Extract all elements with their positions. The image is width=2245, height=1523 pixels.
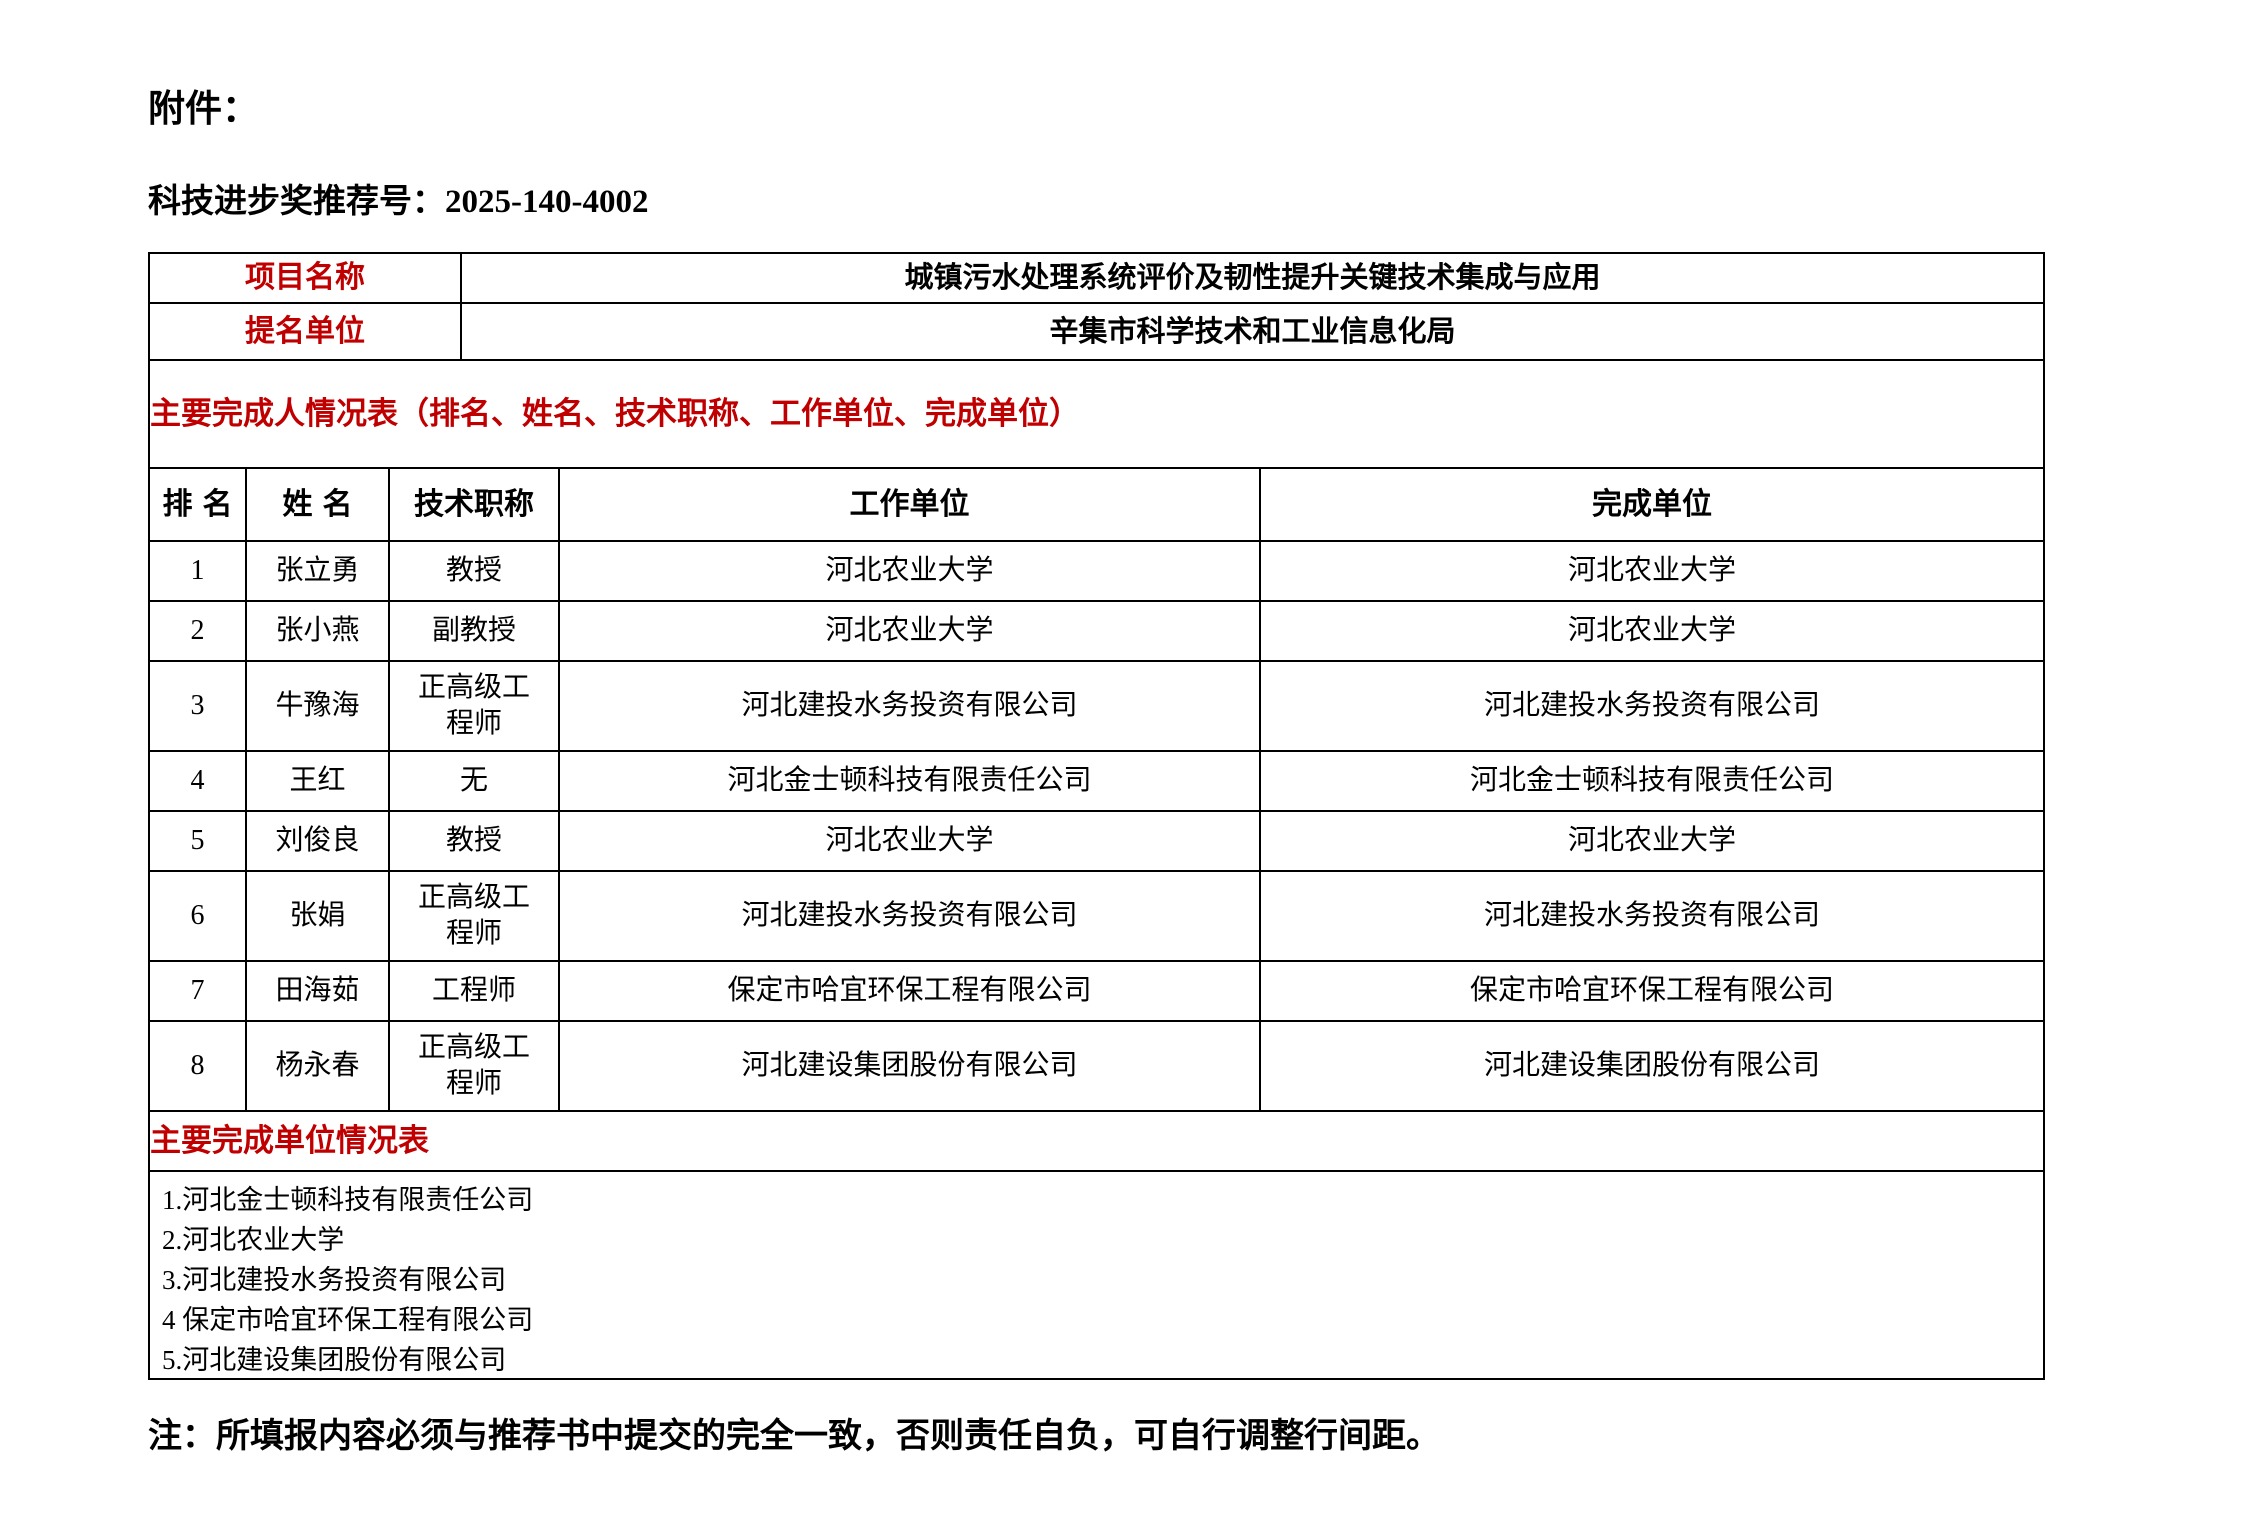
cell-name: 张小燕 (247, 602, 390, 660)
table-row: 3 牛豫海 正高级工程师 河北建投水务投资有限公司 河北建投水务投资有限公司 (150, 662, 2043, 752)
cell-rank: 8 (150, 1022, 247, 1110)
project-name-label: 项目名称 (150, 254, 462, 302)
cell-work-unit: 河北建投水务投资有限公司 (560, 872, 1261, 960)
cell-name: 刘俊良 (247, 812, 390, 870)
table-row: 6 张娟 正高级工程师 河北建投水务投资有限公司 河北建投水务投资有限公司 (150, 872, 2043, 962)
cell-work-unit: 保定市哈宜环保工程有限公司 (560, 962, 1261, 1020)
unit-item: 2.河北农业大学 (162, 1225, 345, 1255)
unit-item: 4 保定市哈宜环保工程有限公司 (162, 1305, 534, 1335)
header-name: 姓名 (247, 469, 390, 540)
cell-completion-unit: 保定市哈宜环保工程有限公司 (1469, 975, 1834, 1006)
attachment-heading: 附件： (148, 89, 259, 130)
table-row: 2 张小燕 副教授 河北农业大学 河北农业大学 (150, 602, 2043, 662)
cell-completion-unit: 河北金士顿科技有限责任公司 (1469, 765, 1834, 796)
cell-completion-unit: 河北建投水务投资有限公司 (1483, 690, 1820, 721)
cell-name: 王红 (247, 752, 390, 810)
cell-rank: 2 (150, 602, 247, 660)
cell-work-unit: 河北金士顿科技有限责任公司 (560, 752, 1261, 810)
project-name-value: 城镇污水处理系统评价及韧性提升关键技术集成与应用 (904, 262, 1601, 294)
cell-rank: 3 (150, 662, 247, 750)
cell-name: 牛豫海 (247, 662, 390, 750)
cell-completion-unit: 河北农业大学 (1567, 615, 1736, 646)
recommendation-line: 科技进步奖推荐号：2025-140-4002 (148, 182, 2245, 222)
recommendation-label: 科技进步奖推荐号： (148, 184, 445, 220)
units-list-row: 1.河北金士顿科技有限责任公司 2.河北农业大学 3.河北建投水务投资有限公司 … (150, 1172, 2043, 1378)
cell-work-unit: 河北农业大学 (560, 542, 1261, 600)
table-row: 4 王红 无 河北金士顿科技有限责任公司 河北金士顿科技有限责任公司 (150, 752, 2043, 812)
cell-rank: 5 (150, 812, 247, 870)
units-table-title: 主要完成单位情况表 (150, 1123, 429, 1158)
unit-item: 3.河北建投水务投资有限公司 (162, 1265, 507, 1295)
cell-name: 张娟 (247, 872, 390, 960)
cell-rank: 4 (150, 752, 247, 810)
cell-completion-unit: 河北农业大学 (1567, 825, 1736, 856)
recommendation-number: 2025-140-4002 (445, 184, 649, 220)
cell-tech-title: 无 (390, 752, 560, 810)
header-work-unit: 工作单位 (560, 469, 1261, 540)
cell-tech-title: 正高级工程师 (390, 1022, 560, 1110)
cell-work-unit: 河北农业大学 (560, 812, 1261, 870)
project-name-row: 项目名称 城镇污水处理系统评价及韧性提升关键技术集成与应用 (150, 254, 2043, 304)
cell-rank: 6 (150, 872, 247, 960)
cell-work-unit: 河北农业大学 (560, 602, 1261, 660)
cell-work-unit: 河北建投水务投资有限公司 (560, 662, 1261, 750)
cell-tech-title: 工程师 (390, 962, 560, 1020)
cell-rank: 7 (150, 962, 247, 1020)
cell-completion-unit: 河北农业大学 (1567, 555, 1736, 586)
nominating-unit-value: 辛集市科学技术和工业信息化局 (1049, 315, 1456, 348)
table-row: 7 田海茹 工程师 保定市哈宜环保工程有限公司 保定市哈宜环保工程有限公司 (150, 962, 2043, 1022)
cell-rank: 1 (150, 542, 247, 600)
header-completion-unit: 完成单位 (1592, 487, 1712, 521)
cell-name: 田海茹 (247, 962, 390, 1020)
cell-tech-title: 正高级工程师 (390, 872, 560, 960)
header-tech-title: 技术职称 (390, 469, 560, 540)
people-table-title-row: 主要完成人情况表（排名、姓名、技术职称、工作单位、完成单位） (150, 361, 2043, 469)
cell-tech-title: 副教授 (390, 602, 560, 660)
cell-work-unit: 河北建设集团股份有限公司 (560, 1022, 1261, 1110)
table-row: 8 杨永春 正高级工程师 河北建设集团股份有限公司 河北建设集团股份有限公司 (150, 1022, 2043, 1112)
nominating-unit-label: 提名单位 (150, 304, 462, 359)
people-table-title: 主要完成人情况表（排名、姓名、技术职称、工作单位、完成单位） (150, 396, 1080, 431)
table-row: 1 张立勇 教授 河北农业大学 河北农业大学 (150, 542, 2043, 602)
cell-name: 张立勇 (247, 542, 390, 600)
cell-tech-title: 正高级工程师 (390, 662, 560, 750)
header-rank: 排名 (150, 469, 247, 540)
units-list: 1.河北金士顿科技有限责任公司 2.河北农业大学 3.河北建投水务投资有限公司 … (150, 1172, 2043, 1378)
cell-completion-unit: 河北建设集团股份有限公司 (1483, 1050, 1820, 1081)
cell-name: 杨永春 (247, 1022, 390, 1110)
cell-completion-unit: 河北建投水务投资有限公司 (1483, 900, 1820, 931)
people-table-header-row: 排名 姓名 技术职称 工作单位 完成单位 (150, 469, 2043, 542)
nominating-unit-row: 提名单位 辛集市科学技术和工业信息化局 (150, 304, 2043, 361)
cell-tech-title: 教授 (390, 542, 560, 600)
table-row: 5 刘俊良 教授 河北农业大学 河北农业大学 (150, 812, 2043, 872)
cell-tech-title: 教授 (390, 812, 560, 870)
unit-item: 1.河北金士顿科技有限责任公司 (162, 1185, 534, 1215)
note-text: 注：所填报内容必须与推荐书中提交的完全一致，否则责任自负，可自行调整行间距。 (148, 1418, 1440, 1455)
units-table-title-row: 主要完成单位情况表 (150, 1112, 2043, 1172)
unit-item: 5.河北建设集团股份有限公司 (162, 1345, 507, 1375)
award-table: 项目名称 城镇污水处理系统评价及韧性提升关键技术集成与应用 提名单位 辛集市科学… (148, 252, 2045, 1380)
